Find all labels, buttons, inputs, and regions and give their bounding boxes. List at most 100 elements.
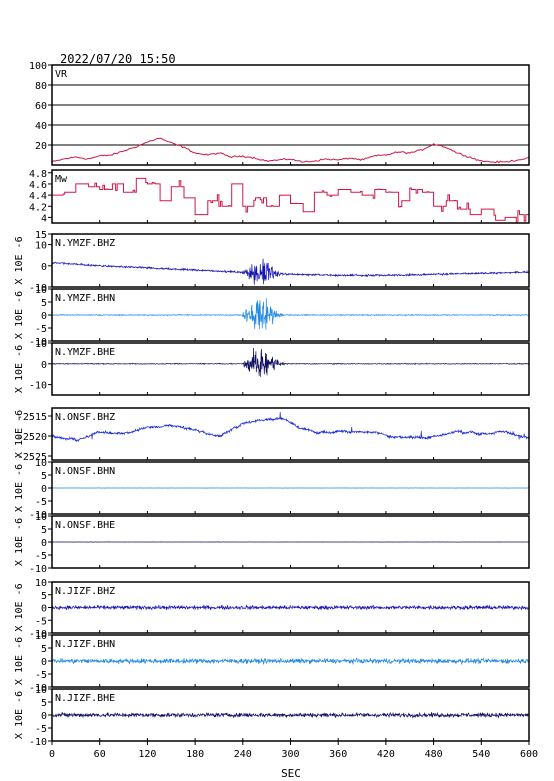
panel-n-onsf-bhn: -10 -5 0 5 10 N.ONSF.BHN X 10E -6	[14, 458, 530, 521]
y-tick-label: 10	[35, 285, 47, 296]
panel-n-ymzf-bhn: -10 -5 0 5 10 N.YMZF.BHN X 10E -6	[14, 285, 530, 348]
y-scale-label: X 10E -6	[14, 345, 25, 393]
y-tick-label: -10	[29, 510, 47, 521]
panel-n-jizf-bhz: -10 -50 5 10 N.JIZF.BHZ X 10E -6	[14, 578, 530, 640]
y-tick-label: 5	[41, 644, 47, 655]
x-tick-label: 300	[281, 749, 299, 760]
panel-mw: 44.24.44.64.8 Mw	[29, 169, 530, 224]
x-axis: 0 60 120 180 240 300 360 420 480 540 600	[49, 741, 538, 760]
panel-label: VR	[55, 69, 68, 80]
panel-n-jizf-bhn: -10 -5 0 5 10 N.JIZF.BHN X 10E -6	[14, 631, 530, 694]
y-tick-label: 80	[35, 81, 47, 92]
panel-n-onsf-bhz: -2525 -2520 -2515 N.ONSF.BHZ X 10E -6	[14, 407, 530, 463]
y-tick-label: -10	[29, 337, 47, 348]
panel-label: N.JIZF.BHZ	[55, 586, 115, 597]
x-tick-label: 120	[138, 749, 156, 760]
panel-label: N.ONSF.BHE	[55, 520, 115, 531]
panel-label: N.YMZF.BHN	[55, 293, 115, 304]
y-tick-label: 10	[35, 631, 47, 642]
series-line	[52, 298, 529, 330]
y-tick-label: -10	[29, 283, 47, 294]
panel-label: N.ONSF.BHZ	[55, 412, 115, 423]
y-tick-label: -5	[35, 324, 47, 335]
y-tick-label: 0	[41, 311, 47, 322]
panel-n-ymzf-bhe: -10 0 10 N.YMZF.BHE X 10E -6	[14, 339, 530, 396]
y-scale-label: X 10E -6	[14, 464, 25, 512]
y-tick-label: 4.2	[29, 202, 47, 213]
y-tick-label: -2525	[17, 452, 47, 463]
y-tick-label: -10	[29, 629, 47, 640]
series-line	[52, 657, 529, 666]
y-tick-label: 100	[29, 61, 47, 72]
x-tick-label: 180	[186, 749, 204, 760]
y-scale-label: X 10E -6	[14, 410, 25, 458]
x-tick-label: 540	[472, 749, 490, 760]
y-tick-label: 10	[35, 578, 47, 589]
panel-frame	[51, 233, 530, 288]
y-tick-label: -10	[29, 564, 47, 575]
y-tick-label: 0	[41, 484, 47, 495]
y-scale-label: X 10E -6	[14, 236, 25, 284]
panel-label: N.JIZF.BHE	[55, 693, 115, 704]
x-tick-label: 60	[94, 749, 106, 760]
y-scale-label: X 10E -6	[14, 583, 25, 631]
y-tick-label: 10	[35, 339, 47, 350]
y-scale-label: X 10E -6	[14, 691, 25, 739]
y-tick-label: 4.6	[29, 180, 47, 191]
y-tick-label: 40	[35, 121, 47, 132]
x-tick-label: 480	[425, 749, 443, 760]
y-tick-label: 0	[41, 262, 47, 273]
y-tick-label: -5	[35, 551, 47, 562]
y-tick-label: -5	[35, 724, 47, 735]
y-tick-label: 10	[35, 241, 47, 252]
panel-n-jizf-bhe: -10 -5 0 5 10 N.JIZF.BHE X 10E -6	[14, 685, 530, 748]
y-tick-label: 5	[41, 298, 47, 309]
y-tick-label: 60	[35, 101, 47, 112]
series-line	[52, 347, 529, 377]
y-tick-label: 10	[35, 512, 47, 523]
y-tick-label: 15	[35, 230, 47, 241]
x-tick-label: 240	[234, 749, 252, 760]
y-tick-label: -5	[35, 616, 47, 627]
x-tick-label: 600	[520, 749, 538, 760]
y-scale-label: X 10E -6	[14, 518, 25, 566]
y-tick-label: -10	[29, 381, 47, 392]
y-tick-label: -5	[35, 670, 47, 681]
panel-n-onsf-bhe: -10 -5 0 5 10 N.ONSF.BHE X 10E -6	[14, 512, 530, 575]
series-line	[52, 604, 529, 611]
panel-vr: 20 40 60 80 100 VR	[29, 61, 530, 166]
panel-label: N.YMZF.BHE	[55, 347, 115, 358]
panel-frame	[51, 407, 530, 461]
y-tick-label: -10	[29, 737, 47, 748]
y-tick-label: 0	[41, 657, 47, 668]
y-tick-label: 4.4	[29, 191, 47, 202]
panel-label: Mw	[55, 174, 68, 185]
x-tick-label: 360	[329, 749, 347, 760]
series-line	[52, 177, 529, 223]
x-axis-label: SEC	[281, 767, 301, 780]
header-datetime: 2022/07/20 15:50	[60, 52, 176, 66]
panel-frame	[51, 342, 530, 396]
y-tick-label: 20	[35, 141, 47, 152]
y-tick-label: -2515	[17, 412, 47, 423]
y-tick-label: 0	[41, 538, 47, 549]
panel-label: N.YMZF.BHZ	[55, 238, 115, 249]
y-tick-label: 0	[41, 604, 47, 615]
y-scale-label: X 10E -6	[14, 291, 25, 339]
series-line	[52, 412, 529, 443]
y-tick-label: 5	[41, 591, 47, 602]
y-tick-label: 5	[41, 471, 47, 482]
y-tick-label: -2520	[17, 432, 47, 443]
x-tick-label: 420	[377, 749, 395, 760]
series-line	[52, 137, 529, 164]
y-tick-label: 4	[41, 213, 47, 224]
series-line	[52, 711, 529, 719]
panel-label: N.JIZF.BHN	[55, 639, 115, 650]
y-tick-label: 0	[41, 711, 47, 722]
y-scale-label: X 10E -6	[14, 637, 25, 685]
y-tick-label: 4.8	[29, 169, 47, 180]
y-tick-label: 10	[35, 685, 47, 696]
y-tick-label: 5	[41, 698, 47, 709]
